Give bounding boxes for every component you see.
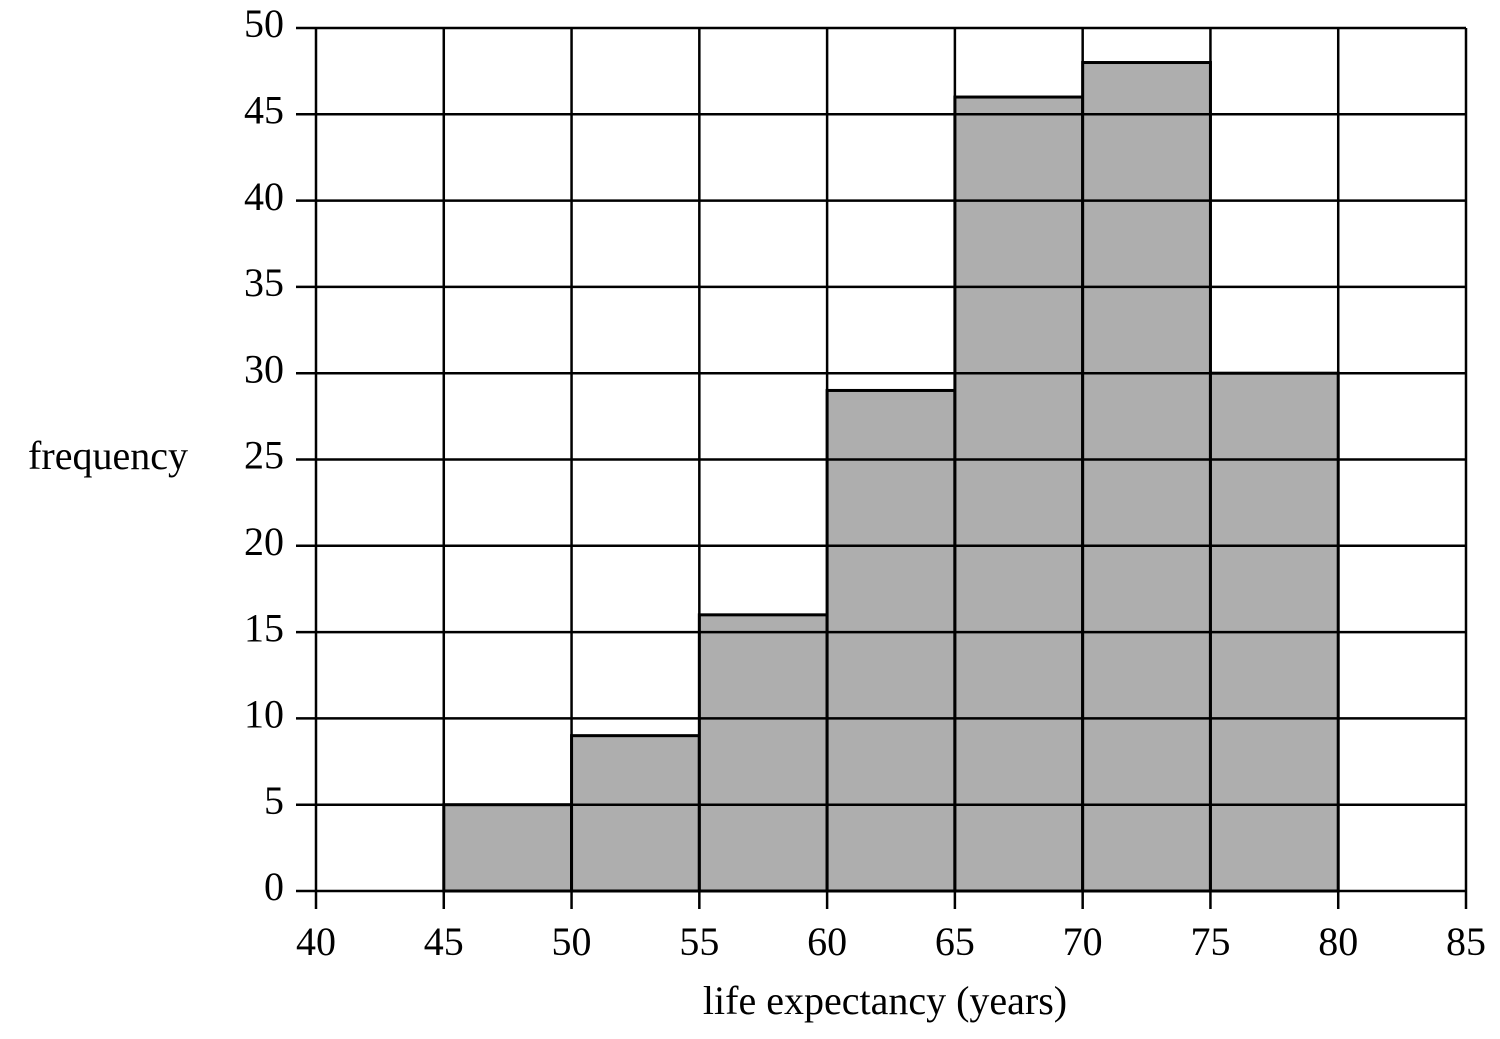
x-tick-label: 50 [552,919,592,964]
x-tick-label: 70 [1063,919,1103,964]
bar [570,734,701,893]
y-tick-label: 25 [244,433,284,478]
x-tick-label: 80 [1318,919,1358,964]
x-axis-label: life expectancy (years) [703,978,1067,1023]
x-tick-label: 60 [807,919,847,964]
y-tick-label: 20 [244,519,284,564]
y-tick-label: 45 [244,87,284,132]
x-tick-label: 55 [679,919,719,964]
y-tick-label: 0 [264,864,284,909]
bar [697,613,829,893]
y-tick-label: 50 [244,1,284,46]
bar [825,388,957,893]
x-tick-label: 75 [1190,919,1230,964]
y-tick-label: 30 [244,346,284,391]
y-tick-label: 10 [244,692,284,737]
y-tick-label: 5 [264,778,284,823]
y-tick-label: 40 [244,174,284,219]
bar [442,803,574,893]
bar [1081,61,1212,893]
x-tick-label: 65 [935,919,975,964]
bar [953,95,1085,893]
y-axis-label: frequency [28,433,188,478]
y-tick-label: 35 [244,260,284,305]
x-tick-label: 40 [296,919,336,964]
x-tick-label: 45 [424,919,464,964]
y-tick-label: 15 [244,605,284,650]
x-tick-label: 85 [1446,919,1486,964]
